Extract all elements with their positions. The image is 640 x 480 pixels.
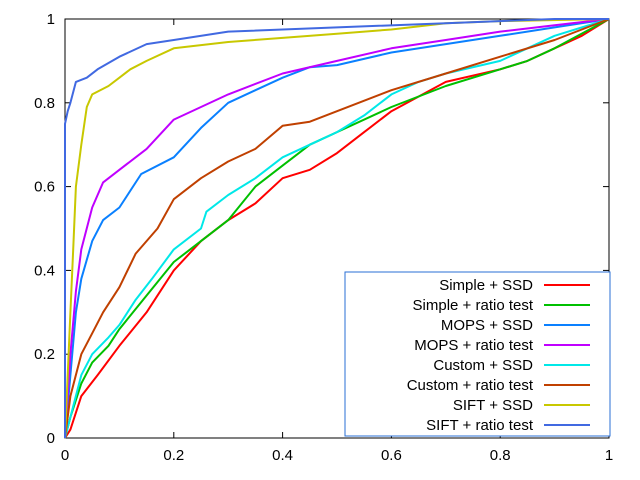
x-tick-label: 1	[605, 447, 613, 464]
legend-label: SIFT + SSD	[453, 397, 533, 414]
y-tick-label: 1	[47, 11, 55, 28]
x-tick-label: 0.6	[381, 447, 402, 464]
x-tick-label: 0	[61, 447, 69, 464]
legend-label: Custom + ratio test	[407, 377, 534, 394]
axis-ticks: 0 0.2 0.4 0.6 0.8 1 0 0.2 0.4 0.6 0.8 1	[34, 11, 613, 464]
y-tick-label: 0.4	[34, 262, 55, 279]
series-lines	[64, 18, 610, 439]
legend-box	[344, 271, 611, 437]
x-tick-label: 0.8	[490, 447, 511, 464]
y-tick-label: 0.8	[34, 95, 55, 112]
series-line-2	[64, 18, 610, 439]
y-tick-label: 0.6	[34, 179, 55, 196]
legend-label: MOPS + SSD	[441, 317, 533, 334]
legend: Simple + SSD Simple + ratio test MOPS + SS…	[344, 271, 611, 437]
series-line-7	[64, 18, 609, 438]
series-line-6	[64, 18, 610, 439]
series-line-1	[64, 18, 610, 439]
y-tick-label: 0.2	[34, 346, 55, 363]
legend-label: Simple + SSD	[439, 277, 533, 294]
series-line-3	[64, 18, 610, 439]
y-tick-label: 0	[47, 430, 55, 447]
x-tick-label: 0.4	[272, 447, 293, 464]
legend-label: SIFT + ratio test	[426, 417, 534, 434]
legend-label: Custom + SSD	[433, 357, 533, 374]
x-tick-label: 0.2	[163, 447, 184, 464]
series-line-5	[64, 18, 610, 439]
legend-label: MOPS + ratio test	[414, 337, 534, 354]
legend-label: Simple + ratio test	[413, 297, 534, 314]
